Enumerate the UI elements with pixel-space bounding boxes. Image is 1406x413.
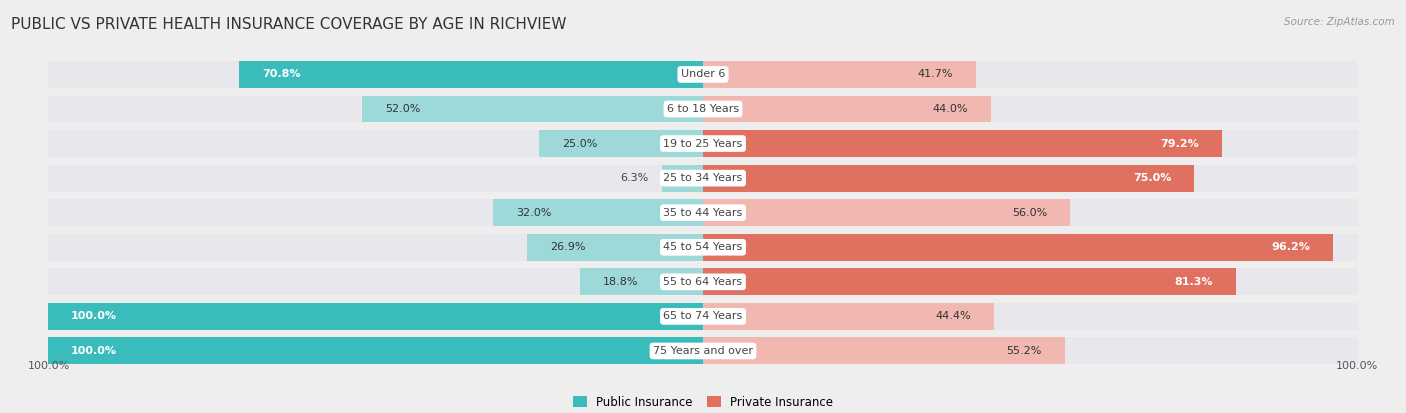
Bar	[48, 303, 1358, 330]
Bar	[579, 268, 703, 295]
Text: 26.9%: 26.9%	[550, 242, 585, 252]
Bar	[48, 199, 1358, 226]
Text: 55 to 64 Years: 55 to 64 Years	[664, 277, 742, 287]
Bar	[662, 165, 703, 192]
Bar	[48, 130, 1358, 157]
Bar	[703, 165, 1195, 192]
Text: 35 to 44 Years: 35 to 44 Years	[664, 208, 742, 218]
Text: 52.0%: 52.0%	[385, 104, 420, 114]
Text: Source: ZipAtlas.com: Source: ZipAtlas.com	[1284, 17, 1395, 26]
Text: Under 6: Under 6	[681, 69, 725, 79]
Bar	[48, 234, 1358, 261]
Text: 100.0%: 100.0%	[70, 311, 117, 321]
Bar	[48, 337, 1358, 364]
Bar	[703, 303, 994, 330]
Text: 79.2%: 79.2%	[1160, 139, 1199, 149]
Bar	[48, 268, 1358, 295]
Text: 18.8%: 18.8%	[603, 277, 638, 287]
Text: 25.0%: 25.0%	[562, 139, 598, 149]
Text: 100.0%: 100.0%	[70, 346, 117, 356]
Bar	[538, 130, 703, 157]
Bar	[48, 95, 1358, 123]
Bar	[48, 303, 703, 330]
Text: 96.2%: 96.2%	[1271, 242, 1310, 252]
Bar	[703, 199, 1070, 226]
Text: 55.2%: 55.2%	[1007, 346, 1042, 356]
Text: 41.7%: 41.7%	[918, 69, 953, 79]
Text: 6 to 18 Years: 6 to 18 Years	[666, 104, 740, 114]
Text: 65 to 74 Years: 65 to 74 Years	[664, 311, 742, 321]
Bar	[703, 268, 1236, 295]
Text: 81.3%: 81.3%	[1174, 277, 1213, 287]
Text: 70.8%: 70.8%	[262, 69, 301, 79]
Text: 44.0%: 44.0%	[932, 104, 969, 114]
Text: 75.0%: 75.0%	[1133, 173, 1171, 183]
Text: 75 Years and over: 75 Years and over	[652, 346, 754, 356]
Text: 100.0%: 100.0%	[28, 361, 70, 371]
Text: 6.3%: 6.3%	[620, 173, 648, 183]
Bar	[48, 61, 1358, 88]
Bar	[363, 95, 703, 123]
Bar	[703, 234, 1333, 261]
Bar	[494, 199, 703, 226]
Text: 32.0%: 32.0%	[516, 208, 551, 218]
Text: 19 to 25 Years: 19 to 25 Years	[664, 139, 742, 149]
Bar	[703, 95, 991, 123]
Text: 25 to 34 Years: 25 to 34 Years	[664, 173, 742, 183]
Text: PUBLIC VS PRIVATE HEALTH INSURANCE COVERAGE BY AGE IN RICHVIEW: PUBLIC VS PRIVATE HEALTH INSURANCE COVER…	[11, 17, 567, 31]
Bar	[703, 61, 976, 88]
Bar	[48, 165, 1358, 192]
Text: 44.4%: 44.4%	[935, 311, 972, 321]
Bar	[239, 61, 703, 88]
Legend: Public Insurance, Private Insurance: Public Insurance, Private Insurance	[568, 391, 838, 413]
Text: 45 to 54 Years: 45 to 54 Years	[664, 242, 742, 252]
Text: 100.0%: 100.0%	[1336, 361, 1378, 371]
Bar	[527, 234, 703, 261]
Bar	[48, 337, 703, 364]
Bar	[703, 337, 1064, 364]
Bar	[703, 130, 1222, 157]
Text: 56.0%: 56.0%	[1012, 208, 1047, 218]
